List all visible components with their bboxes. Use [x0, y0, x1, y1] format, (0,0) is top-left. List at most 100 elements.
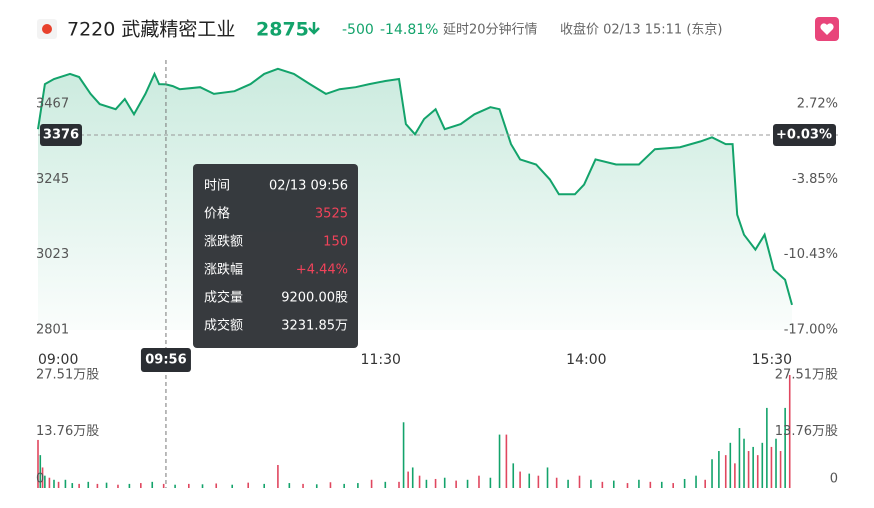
volume-bar	[140, 483, 142, 488]
volume-bar	[478, 475, 480, 488]
tooltip-label: 价格	[204, 206, 230, 222]
volume-bar	[761, 442, 764, 488]
volume-bar	[743, 438, 745, 488]
volume-bar	[418, 475, 421, 488]
volume-bar	[711, 459, 713, 488]
volume-bar	[590, 479, 592, 488]
tooltip-value: 3525	[315, 207, 348, 222]
volume-bar	[201, 484, 204, 488]
volume-tick-label-right: 13.76万股	[775, 424, 838, 439]
reference-change-box	[773, 123, 836, 146]
volume-tick-label: 0	[36, 472, 44, 487]
tooltip-value: +4.44%	[296, 263, 348, 278]
volume-bar	[247, 482, 250, 488]
volume-tick-label: 27.51万股	[36, 368, 99, 383]
tooltip-label: 涨跌额	[204, 234, 243, 250]
volume-bar	[546, 467, 549, 488]
volume-bar	[704, 479, 706, 488]
reference-label-box	[40, 123, 82, 146]
volume-bar	[695, 475, 697, 488]
volume-bar	[71, 483, 74, 488]
y-tick-label: 3023	[36, 247, 69, 262]
reference-change-label: +0.03%	[776, 127, 832, 142]
delay-note: 延时20分钟行情	[443, 22, 538, 38]
volume-bar	[498, 434, 501, 488]
volume-bar	[44, 475, 46, 488]
volume-bar	[407, 471, 409, 488]
volume-bar	[660, 481, 663, 488]
volume-bar	[505, 434, 508, 488]
volume-bar	[384, 481, 387, 488]
volume-bar	[784, 407, 786, 488]
volume-bar	[402, 422, 405, 488]
tooltip-value: 150	[323, 235, 348, 250]
x-tick-label: 14:00	[566, 352, 606, 368]
tooltip-label: 成交额	[204, 318, 243, 334]
volume-bar	[315, 484, 318, 488]
y-tick-label: 3467	[36, 97, 69, 112]
volume-bar	[128, 483, 131, 488]
volume-bar	[612, 480, 615, 488]
volume-bar	[466, 479, 469, 488]
tooltip-label: 时间	[204, 179, 230, 194]
tooltip-value: 3231.85万	[281, 319, 348, 334]
volume-bar	[57, 481, 60, 488]
reference-label: 3376	[43, 127, 79, 142]
volume-bar	[151, 481, 154, 488]
volume-bar	[638, 479, 640, 488]
y2-tick-label: 2.72%	[797, 97, 838, 112]
down-arrow	[308, 22, 320, 35]
volume-bar	[756, 455, 759, 488]
tooltip-label: 涨跌幅	[204, 262, 243, 278]
volume-bar	[672, 483, 674, 488]
volume-bar	[343, 483, 345, 488]
price: 2875	[256, 19, 309, 41]
price-line	[37, 67, 793, 306]
volume-bar	[528, 473, 531, 488]
y-tick-label: 2801	[36, 323, 69, 338]
volume-bar	[489, 477, 492, 488]
volume-bar	[48, 477, 51, 488]
volume-bar	[288, 483, 291, 488]
change: -500	[342, 22, 374, 38]
x-tick-label: 09:00	[38, 352, 78, 368]
volume-bar	[277, 464, 279, 488]
volume-bar	[555, 477, 558, 488]
volume-bar	[512, 463, 515, 488]
volume-bar	[601, 481, 604, 488]
tooltip-value: 9200.00股	[281, 291, 348, 306]
volume-bar	[78, 483, 80, 488]
overlay: 3376 +0.03% 09:56 时间 02/13 09:56 价格 3525 涨跌额 150…	[40, 60, 836, 488]
volume-bar	[37, 439, 39, 488]
volume-bar	[747, 451, 750, 488]
volume-bar	[174, 484, 176, 488]
y2-tick-label: -10.43%	[784, 247, 838, 262]
volume-bar	[718, 451, 720, 488]
volume-bar	[302, 483, 304, 488]
volume-bar	[398, 481, 400, 488]
plot: 2801 3023 3245 3467 -17.00% -10.43% -3.85% 2.72…	[36, 67, 838, 488]
volume-bar	[425, 479, 428, 488]
volume-bar	[117, 484, 119, 488]
volume-bar	[96, 483, 99, 488]
volume-bar	[215, 483, 218, 488]
volume-bar	[64, 479, 67, 488]
tooltip-label: 成交量	[204, 290, 243, 306]
volume-bar	[775, 438, 777, 488]
heart-icon	[820, 23, 834, 35]
volume-bar	[188, 483, 190, 488]
volume-bar	[766, 407, 768, 488]
volume-bar	[41, 467, 44, 488]
volume-tick-label-right: 27.51万股	[775, 368, 838, 383]
volume-bar	[683, 478, 686, 488]
volume-bar	[231, 484, 234, 488]
volume-bar	[752, 446, 754, 488]
volume-bar	[779, 451, 782, 488]
volume-bar	[263, 483, 265, 488]
crosshair-label: 09:56	[145, 353, 186, 368]
volume-bar	[455, 480, 457, 488]
close-time: 收盘价 02/13 15:11 (东京)	[560, 22, 722, 38]
volume-bar	[734, 463, 736, 488]
volume-bar	[87, 481, 90, 488]
